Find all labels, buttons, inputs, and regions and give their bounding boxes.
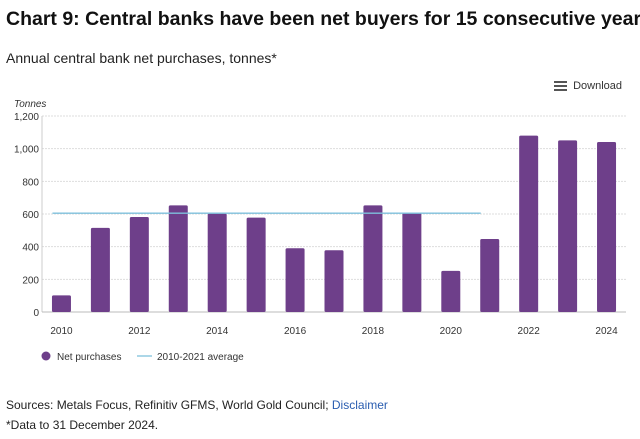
sources: Sources: Metals Focus, Refinitiv GFMS, W… (6, 398, 388, 412)
legend-label-net-purchases: Net purchases (57, 352, 121, 363)
disclaimer-link[interactable]: Disclaimer (331, 398, 388, 412)
y-tick-label: 0 (33, 308, 39, 319)
x-tick-label: 2024 (595, 326, 618, 337)
bar-2019 (402, 213, 422, 312)
bar-2021 (480, 238, 500, 312)
bar-2010 (51, 295, 71, 312)
bar-2020 (441, 270, 461, 312)
download-button[interactable]: Download (554, 80, 622, 92)
bar-2018 (363, 205, 383, 312)
y-tick-label: 400 (22, 243, 39, 254)
sources-text: Sources: Metals Focus, Refinitiv GFMS, W… (6, 398, 332, 412)
bar-2016 (285, 248, 305, 312)
bar-chart: Tonnes 0 200 400 600 800 1,000 1,200 2010 2012 2… (14, 99, 626, 363)
x-tick-label: 2020 (440, 326, 463, 337)
data-note: *Data to 31 December 2024. (6, 418, 159, 432)
bar-2017 (324, 250, 344, 312)
hamburger-menu-icon (554, 81, 568, 91)
y-tick-label: 200 (22, 275, 39, 286)
y-tick-label: 1,200 (14, 112, 39, 123)
x-tick-label: 2014 (206, 326, 229, 337)
bar-2015 (246, 217, 266, 312)
bar-2012 (129, 216, 149, 312)
bar-2013 (168, 205, 188, 312)
bar-2023 (558, 140, 578, 312)
x-tick-label: 2012 (128, 326, 151, 337)
x-tick-label: 2018 (362, 326, 385, 337)
bar-2014 (207, 213, 227, 312)
legend-label-average: 2010-2021 average (157, 352, 244, 363)
legend-marker-net-purchases (41, 351, 51, 361)
download-label: Download (573, 80, 622, 92)
x-tick-label: 2022 (518, 326, 541, 337)
bar-2024 (597, 141, 617, 312)
y-tick-label: 600 (22, 210, 39, 221)
bar-2022 (519, 135, 539, 312)
y-axis-label: Tonnes (14, 99, 46, 110)
chart-subtitle: Annual central bank net purchases, tonne… (6, 50, 277, 66)
chart-title: Chart 9: Central banks have been net buy… (6, 8, 640, 30)
x-tick-label: 2016 (284, 326, 307, 337)
y-tick-label: 1,000 (14, 145, 39, 156)
bar-2011 (90, 227, 110, 312)
x-tick-label: 2010 (50, 326, 73, 337)
y-tick-label: 800 (22, 177, 39, 188)
